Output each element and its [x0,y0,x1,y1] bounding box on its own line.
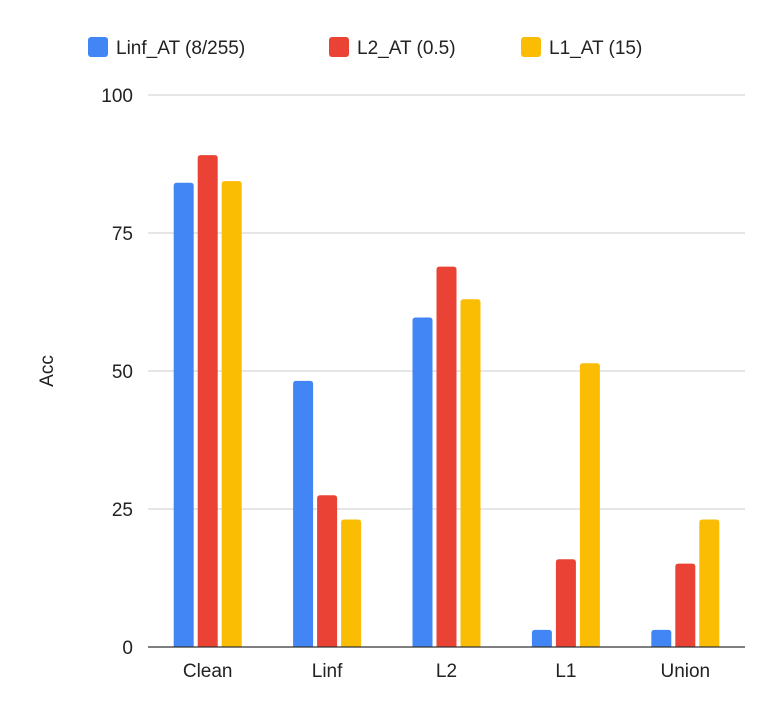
x-tick-label: Clean [183,661,233,682]
y-tick-label: 25 [112,500,133,521]
bar [531,629,552,647]
x-tick-label: Union [660,661,710,682]
bar [579,363,600,647]
x-tick-label: L2 [436,661,457,682]
y-tick-label: 75 [112,224,133,245]
bars [173,155,720,647]
bar [555,559,576,647]
legend-swatch [329,37,349,57]
legend-item: L1_AT (15) [521,37,642,59]
x-tick-label: Linf [312,661,343,682]
legend-item: L2_AT (0.5) [329,37,456,59]
bar [341,519,362,647]
legend-label: Linf_AT (8/255) [116,38,245,59]
y-tick-label: 100 [101,86,133,107]
bar [436,266,457,647]
legend-swatch [521,37,541,57]
legend-swatch [88,37,108,57]
bar [293,380,314,647]
legend-item: Linf_AT (8/255) [88,37,245,59]
bar [699,519,720,647]
bar [221,181,242,647]
y-tick-label: 0 [122,638,133,659]
bar [173,182,194,647]
y-axis: 0 25 50 75 100 [101,86,133,659]
bar [412,317,433,647]
legend-label: L2_AT (0.5) [357,38,456,59]
bar [651,629,672,647]
bar [675,563,696,647]
bar [197,155,218,647]
bar [317,495,338,647]
bar [460,299,481,647]
legend-label: L1_AT (15) [549,38,642,59]
x-tick-label: L1 [555,661,576,682]
y-axis-title: Acc [37,355,58,387]
y-tick-label: 50 [112,362,133,383]
x-axis: Clean Linf L2 L1 Union [183,661,710,682]
legend: Linf_AT (8/255) L2_AT (0.5) L1_AT (15) [88,37,642,59]
